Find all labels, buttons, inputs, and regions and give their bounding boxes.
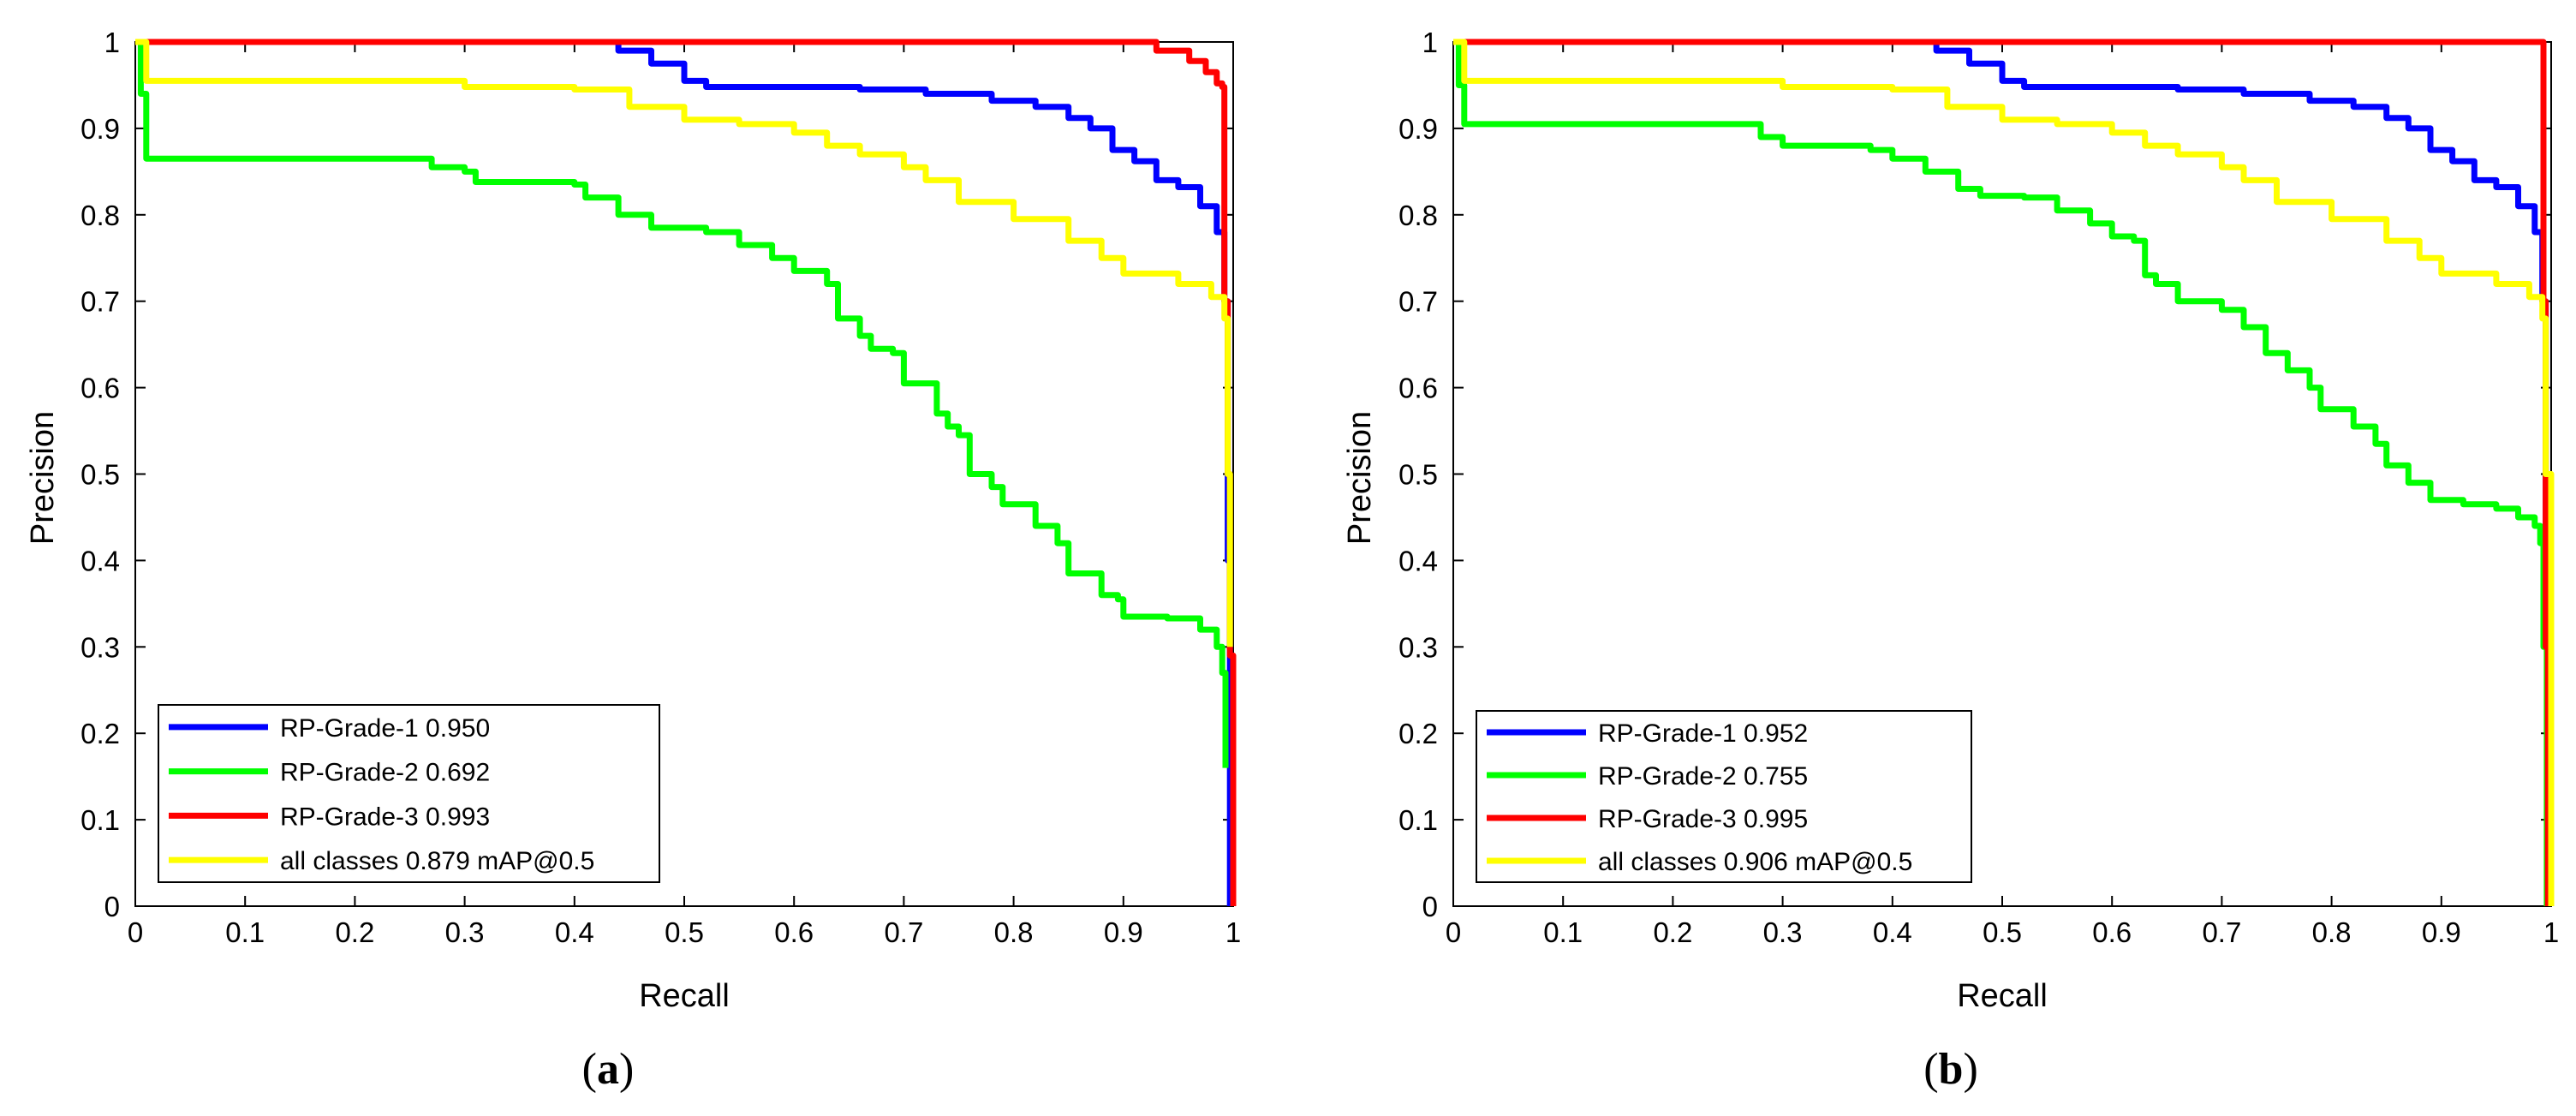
series-line-b-2 <box>1453 39 2550 906</box>
y-tick-label-a: 0.9 <box>80 113 120 145</box>
x-tick-label-a: 0.7 <box>884 916 923 948</box>
legend-a: RP-Grade-1 0.950 RP-Grade-2 0.692 RP-Grade… <box>158 704 660 883</box>
series-line-a-4 <box>135 39 1233 648</box>
x-tick-label-a: 0 <box>128 916 143 948</box>
legend-label-b-1: RP-Grade-1 0.952 <box>1598 719 1808 748</box>
x-tick-label-b: 1 <box>2543 916 2559 948</box>
panel-caption-letter-b: b <box>1939 1045 1964 1094</box>
series-line-a-1 <box>135 39 1233 906</box>
panel-caption-letter-a: a <box>597 1045 619 1094</box>
chart-panel-b: 0 0.1 0.2 0.3 0.4 0.5 0.6 0.7 0.8 0.9 1 0 0.1 0.2 0.3 0… <box>1342 27 2559 1094</box>
x-tick-label-a: 0.9 <box>1104 916 1143 948</box>
x-axis-label-a: Recall <box>639 978 730 1014</box>
y-tick-label-b: 0.6 <box>1398 373 1438 404</box>
y-tick-label-a: 0 <box>104 891 120 922</box>
series-line-b-1 <box>1453 39 2551 906</box>
series-line-b-4 <box>1453 39 2555 906</box>
y-axis-label-a: Precision <box>25 411 61 545</box>
y-tick-label-a: 1 <box>104 27 120 58</box>
legend-label-a-1: RP-Grade-1 0.950 <box>280 714 490 743</box>
x-tick-label-a: 0.4 <box>555 916 594 948</box>
x-tick-label-a: 1 <box>1225 916 1241 948</box>
y-tick-label-a: 0.8 <box>80 200 120 231</box>
x-tick-label-b: 0.3 <box>1763 916 1803 948</box>
y-tick-label-b: 0.2 <box>1398 718 1438 749</box>
x-tick-label-a: 0.2 <box>335 916 374 948</box>
y-tick-label-b: 0.4 <box>1398 545 1438 576</box>
y-tick-label-b: 1 <box>1422 27 1438 58</box>
y-tick-label-a: 0.4 <box>80 545 120 576</box>
x-tick-label-b: 0.5 <box>1983 916 2022 948</box>
x-tick-label-a: 0.1 <box>225 916 265 948</box>
legend-box-b <box>1476 710 1972 883</box>
legend-label-a-3: RP-Grade-3 0.993 <box>280 803 490 831</box>
y-tick-label-a: 0.1 <box>80 804 120 836</box>
legend-label-a-4: all classes 0.879 mAP@0.5 <box>280 847 594 875</box>
y-tick-label-b: 0.1 <box>1398 804 1438 836</box>
legend-label-b-2: RP-Grade-2 0.755 <box>1598 762 1808 791</box>
y-tick-label-b: 0.7 <box>1398 286 1438 318</box>
x-tick-label-b: 0.8 <box>2312 916 2352 948</box>
legend-label-b-4: all classes 0.906 mAP@0.5 <box>1598 848 1912 876</box>
x-tick-label-a: 0.3 <box>445 916 485 948</box>
y-tick-label-a: 0.2 <box>80 718 120 749</box>
plot-area-a: 0 0.1 0.2 0.3 0.4 0.5 0.6 0.7 0.8 0.9 1 0 0.1 0.2 0.3 0… <box>80 27 1241 948</box>
legend-b: RP-Grade-1 0.952 RP-Grade-2 0.755 RP-Grade… <box>1476 710 1972 883</box>
y-tick-label-b: 0.9 <box>1398 113 1438 145</box>
y-tick-label-a: 0.5 <box>80 459 120 491</box>
y-axis-label-b: Precision <box>1342 411 1378 545</box>
x-tick-label-b: 0.1 <box>1543 916 1583 948</box>
legend-label-b-3: RP-Grade-3 0.995 <box>1598 805 1808 833</box>
y-tick-label-b: 0.8 <box>1398 200 1438 231</box>
x-tick-label-b: 0.4 <box>1873 916 1912 948</box>
chart-panel-a: 0 0.1 0.2 0.3 0.4 0.5 0.6 0.7 0.8 0.9 1 0 0.1 0.2 0.3 0… <box>25 27 1241 1094</box>
x-tick-label-a: 0.5 <box>665 916 704 948</box>
legend-box-a <box>158 704 660 883</box>
x-tick-label-a: 0.6 <box>774 916 814 948</box>
y-tick-label-a: 0.6 <box>80 373 120 404</box>
x-tick-label-b: 0 <box>1446 916 1461 948</box>
series-line-a-2 <box>135 39 1229 768</box>
y-tick-label-a: 0.7 <box>80 286 120 318</box>
panel-caption-a: (a) <box>582 1045 635 1094</box>
y-tick-label-a: 0.3 <box>80 631 120 663</box>
plot-area-b: 0 0.1 0.2 0.3 0.4 0.5 0.6 0.7 0.8 0.9 1 0 0.1 0.2 0.3 0… <box>1398 27 2559 948</box>
x-tick-label-a: 0.8 <box>994 916 1034 948</box>
panel-caption-b: (b) <box>1923 1045 1978 1094</box>
y-tick-label-b: 0.3 <box>1398 631 1438 663</box>
legend-label-a-2: RP-Grade-2 0.692 <box>280 759 490 787</box>
x-tick-label-b: 0.6 <box>2092 916 2132 948</box>
x-axis-label-b: Recall <box>1957 978 2048 1014</box>
x-tick-label-b: 0.2 <box>1653 916 1692 948</box>
x-tick-label-b: 0.9 <box>2422 916 2461 948</box>
y-tick-label-b: 0 <box>1422 891 1438 922</box>
x-tick-label-b: 0.7 <box>2202 916 2241 948</box>
y-tick-label-b: 0.5 <box>1398 459 1438 491</box>
